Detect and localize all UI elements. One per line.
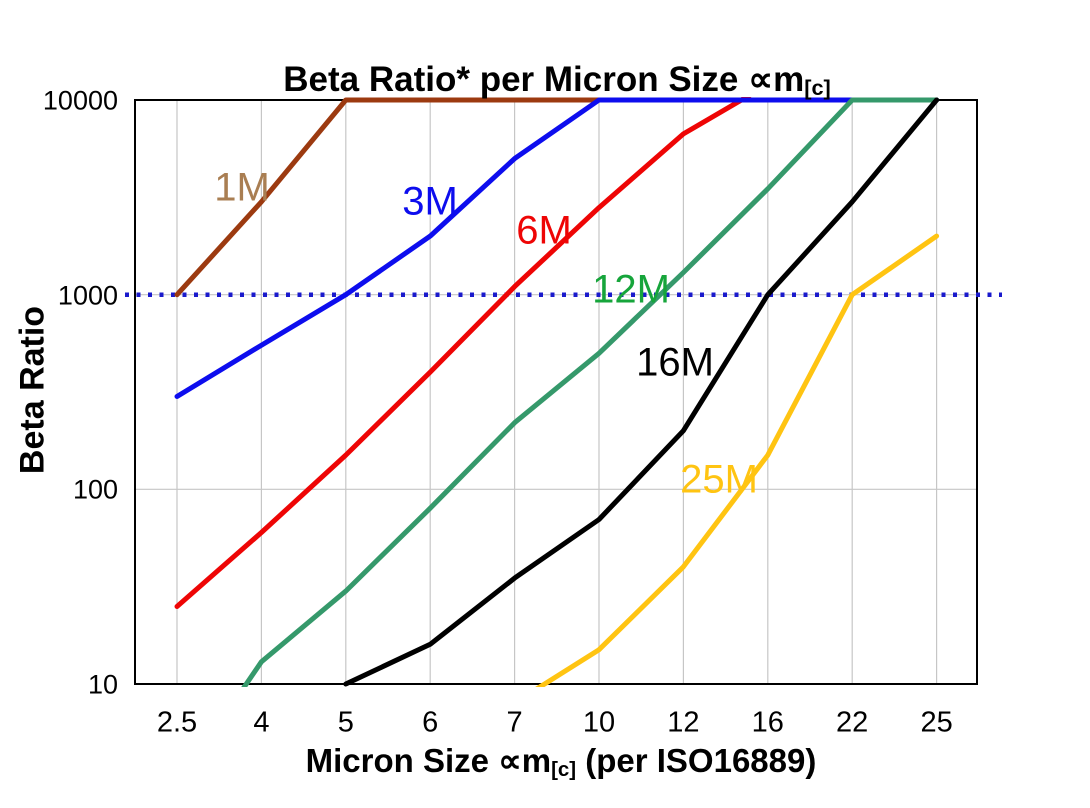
x-axis-title-suffix: (per ISO16889) bbox=[576, 742, 817, 779]
x-tick-4: 4 bbox=[253, 706, 270, 739]
x-tick-2.5: 2.5 bbox=[156, 706, 198, 739]
y-tick-1000: 1000 bbox=[57, 280, 118, 311]
series-label-16M: 16M bbox=[636, 340, 714, 385]
series-line-25M bbox=[535, 233, 940, 687]
x-tick-22: 22 bbox=[836, 706, 869, 739]
series-label-25M: 25M bbox=[680, 457, 758, 502]
chart-title-text: Beta Ratio* per Micron Size bbox=[283, 60, 749, 99]
series-line-6M bbox=[174, 97, 752, 609]
series-line-16M bbox=[343, 97, 940, 687]
x-axis-title: Micron Size ∝m[c] (per ISO16889) bbox=[141, 741, 981, 781]
series-label-12M: 12M bbox=[592, 267, 670, 312]
chart-title-subscript: [c] bbox=[804, 74, 831, 100]
y-tick-10000: 10000 bbox=[42, 85, 118, 116]
x-axis-title-symbol: ∝m bbox=[498, 742, 552, 779]
x-tick-16: 16 bbox=[751, 706, 784, 739]
x-tick-6: 6 bbox=[422, 706, 439, 739]
series-label-6M: 6M bbox=[516, 208, 572, 253]
y-tick-100: 100 bbox=[72, 474, 118, 505]
x-axis-title-text: Micron Size bbox=[305, 742, 499, 779]
series-line-3M bbox=[174, 97, 940, 399]
series-label-3M: 3M bbox=[402, 179, 458, 224]
x-tick-5: 5 bbox=[337, 706, 354, 739]
series-label-1M: 1M bbox=[214, 165, 270, 210]
series-line-12M bbox=[241, 97, 940, 687]
chart-title-symbol: ∝m bbox=[748, 60, 805, 99]
x-tick-7: 7 bbox=[506, 706, 523, 739]
x-axis-title-subscript: [c] bbox=[551, 757, 577, 781]
series-lines bbox=[174, 97, 940, 687]
x-tick-10: 10 bbox=[582, 706, 616, 739]
y-axis-title: Beta Ratio bbox=[13, 305, 52, 475]
x-tick-25: 25 bbox=[920, 706, 953, 739]
chart-title: Beta Ratio* per Micron Size ∝m[c] bbox=[137, 60, 977, 100]
x-tick-12: 12 bbox=[667, 706, 700, 739]
y-tick-10: 10 bbox=[87, 669, 118, 700]
